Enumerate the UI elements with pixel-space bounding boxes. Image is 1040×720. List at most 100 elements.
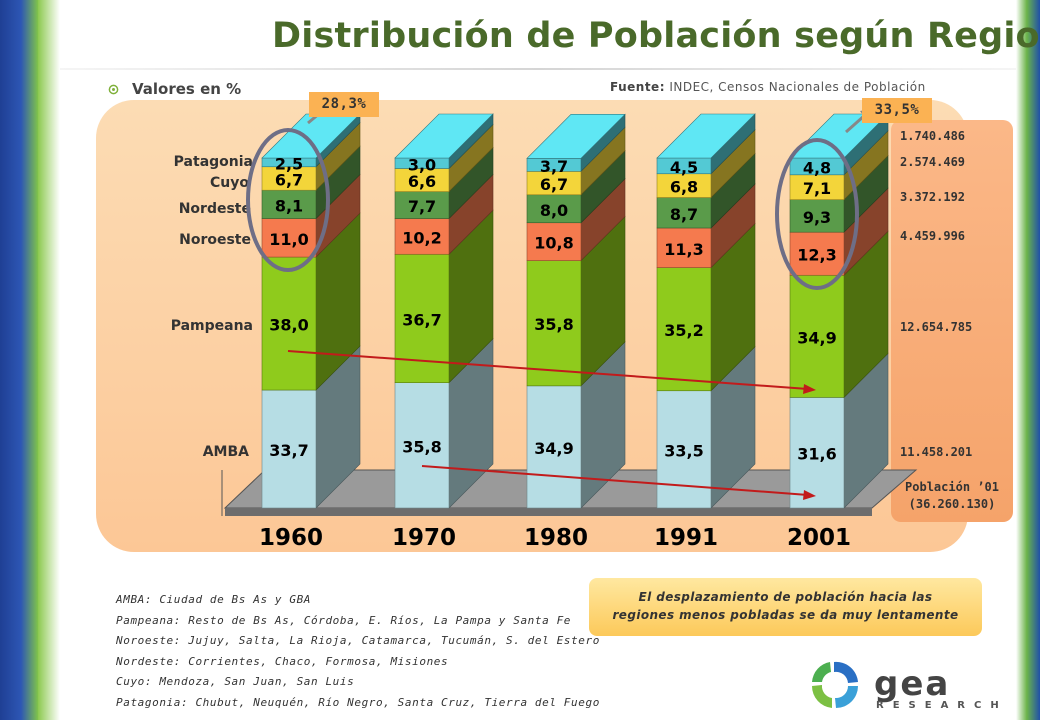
population-value-patagonia: 1.740.486 (900, 129, 965, 143)
population-value-cuyo: 2.574.469 (900, 155, 965, 169)
legend-label-noroeste: Noroeste (179, 232, 251, 248)
data-label-noroeste-1960: 11,0 (269, 230, 308, 249)
bar-segment-cuyo (789, 174, 845, 200)
population-value-amba: 11.458.201 (900, 445, 972, 459)
legend-label-nordeste: Nordeste (179, 201, 251, 217)
conclusion-line-1: El desplazamiento de población hacia las (638, 590, 933, 604)
bar-segment-noroeste (789, 231, 845, 276)
data-label-pampeana-1991: 35,2 (664, 321, 703, 340)
data-label-nordeste-1980: 8,0 (540, 201, 568, 220)
bar-segment-amba (261, 389, 317, 509)
x-tick-label-1991: 1991 (654, 525, 718, 551)
population-total: (36.260.130) (909, 497, 996, 511)
data-label-patagonia-1980: 3,7 (540, 157, 568, 176)
data-label-nordeste-1960: 8,1 (275, 196, 303, 215)
data-label-cuyo-1970: 6,6 (408, 172, 436, 191)
data-label-patagonia-2001: 4,8 (803, 158, 831, 177)
data-label-cuyo-1980: 6,7 (540, 175, 568, 194)
legend-label-amba: AMBA (203, 444, 249, 460)
data-label-noroeste-1980: 10,8 (534, 234, 573, 253)
bar-segment-pampeana (261, 256, 317, 391)
bar-segment-nordeste (789, 199, 845, 233)
bullet-icon (108, 84, 119, 95)
bar-group-1980: 34,9 35,8 10,8 8,0 6,73,7 (526, 113, 626, 509)
bar-segment-pampeana (789, 274, 845, 398)
logo-wordmark: gea (874, 664, 951, 704)
population-title: Población ’01 (905, 480, 999, 494)
left-decoration (0, 0, 38, 720)
logo-subtitle: RESEARCH (876, 700, 1008, 711)
bar-top-1991 (656, 113, 756, 159)
data-label-patagonia-1960: 2,5 (275, 154, 303, 173)
note-nordeste: Nordeste: Corrientes, Chaco, Formosa, Mi… (116, 654, 449, 668)
region-notes: AMBA: Ciudad de Bs As y GBA Pampeana: Re… (116, 590, 600, 713)
right-decoration (1016, 0, 1040, 720)
bar-segment-pampeana (526, 260, 582, 387)
logo-swirl-icon (811, 661, 858, 708)
data-label-noroeste-1991: 11,3 (664, 240, 703, 259)
subtitle: Valores en % (132, 80, 242, 98)
population-value-noroeste: 4.459.996 (900, 229, 965, 243)
data-label-amba-1980: 34,9 (534, 439, 573, 458)
data-label-nordeste-1991: 8,7 (670, 205, 698, 224)
bar-top-1970 (394, 113, 494, 159)
bar-segment-amba (789, 397, 845, 509)
population-value-nordeste: 3.372.192 (900, 190, 965, 204)
note-amba: AMBA: Ciudad de Bs As y GBA (116, 593, 312, 606)
highlight-ellipse-2001 (775, 138, 859, 290)
data-label-cuyo-1991: 6,8 (670, 178, 698, 197)
callout-left: 28,3% (309, 92, 379, 117)
data-label-amba-1991: 33,5 (664, 441, 703, 460)
source-note: Fuente: INDEC, Censos Nacionales de Pobl… (610, 80, 926, 94)
data-label-pampeana-2001: 34,9 (797, 328, 836, 347)
title-divider (60, 68, 1016, 70)
data-label-cuyo-2001: 7,1 (803, 179, 831, 198)
conclusion-box: El desplazamiento de población hacia las… (589, 578, 982, 636)
callout-pointer-right (845, 114, 865, 134)
trend-arrow-pampeana-head (803, 384, 816, 394)
data-label-noroeste-1970: 10,2 (402, 228, 441, 247)
bar-segment-amba (656, 390, 712, 509)
bar-group-1991: 33,5 35,2 11,3 8,7 6,84,5 (656, 113, 756, 509)
bar-segment-noroeste (394, 218, 450, 255)
population-panel (891, 120, 1013, 522)
data-label-amba-1960: 33,7 (269, 441, 308, 460)
note-patagonia: Patagonia: Chubut, Neuquén, Río Negro, S… (116, 695, 600, 709)
trend-arrow-amba-head (803, 490, 816, 500)
bar-segment-noroeste (261, 218, 317, 258)
bar-group-2001: 31,6 34,9 12,3 9,3 7,1 4,8 (789, 113, 889, 509)
data-label-nordeste-2001: 9,3 (803, 208, 831, 227)
bar-segment-noroeste (656, 227, 712, 268)
chart-floor-edge (225, 508, 872, 516)
legend-label-patagonia: Patagonia (174, 154, 253, 170)
bar-segment-noroeste (526, 222, 582, 261)
bar-group-1960: 33,7 38,0 11,0 8,1 6,72,5 (261, 113, 361, 509)
note-pampeana: Pampeana: Resto de Bs As, Córdoba, E. Rí… (116, 613, 572, 627)
source-text: INDEC, Censos Nacionales de Población (669, 80, 926, 94)
data-label-pampeana-1970: 36,7 (402, 310, 441, 329)
data-label-amba-1970: 35,8 (402, 437, 441, 456)
note-noroeste: Noroeste: Jujuy, Salta, La Rioja, Catama… (116, 634, 600, 647)
bar-segment-nordeste (526, 194, 582, 224)
x-tick-label-1960: 1960 (259, 525, 323, 551)
bar-segment-amba (394, 382, 450, 509)
legend-label-pampeana: Pampeana (171, 318, 253, 334)
legend-label-cuyo: Cuyo (210, 175, 249, 191)
data-label-patagonia-1991: 4,5 (670, 158, 698, 177)
highlight-ellipse-1960 (246, 128, 330, 272)
bar-group-1970: 35,8 36,7 10,2 7,7 6,63,0 (394, 113, 494, 509)
callout-right: 33,5% (862, 98, 932, 123)
conclusion-line-2: regiones menos pobladas se da muy lentam… (612, 608, 959, 622)
left-decoration-fade (38, 0, 60, 720)
data-label-nordeste-1970: 7,7 (408, 197, 436, 216)
data-label-noroeste-2001: 12,3 (797, 246, 836, 265)
x-tick-label-1970: 1970 (392, 525, 456, 551)
x-tick-label-1980: 1980 (524, 525, 588, 551)
data-label-amba-2001: 31,6 (797, 445, 836, 464)
note-cuyo: Cuyo: Mendoza, San Juan, San Luis (116, 675, 355, 688)
data-label-pampeana-1960: 38,0 (269, 316, 308, 335)
bar-top-1980 (526, 114, 626, 159)
bar-segment-nordeste (261, 189, 317, 219)
